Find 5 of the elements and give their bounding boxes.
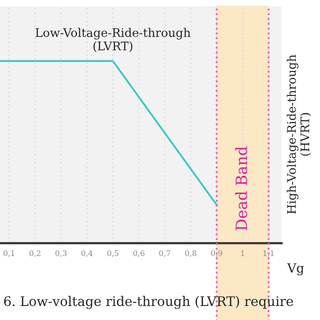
band-label: Dead Band [235,146,248,230]
text: High-Voltage-Ride-through (HVRT) [286,54,311,214]
annotation: Low-Voltage-Ride-through (LVRT) [36,28,191,52]
x-axis-title: Vg [287,263,304,276]
text: 6. Low-voltage ride-through (LVRT) require [4,296,294,309]
